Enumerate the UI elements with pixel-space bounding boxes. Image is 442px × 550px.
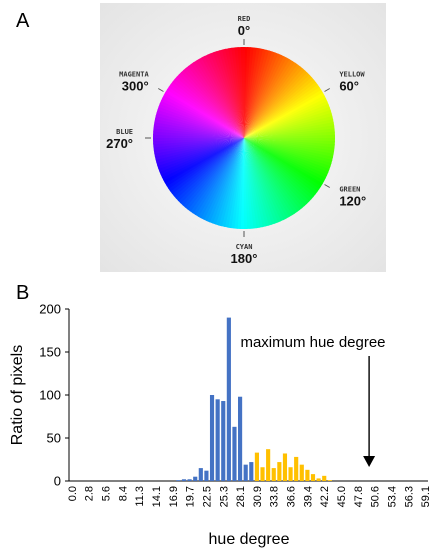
x-tick-label: 36.6 <box>286 486 298 507</box>
hue-marker-degree: 120° <box>339 194 366 209</box>
histogram-bar <box>316 478 321 481</box>
histogram-bar <box>282 453 288 481</box>
histogram-bar <box>249 462 254 481</box>
x-tick-label: 2.8 <box>84 486 96 501</box>
histogram-bar <box>271 468 276 481</box>
x-tick-label: 50.6 <box>370 486 382 507</box>
histogram-bar <box>215 399 220 481</box>
histogram-bar <box>327 480 332 481</box>
hue-marker-degree: 0° <box>238 23 250 38</box>
hue-marker-name: BLUE <box>116 128 133 136</box>
x-tick-label: 56.3 <box>403 486 415 507</box>
x-tick-label: 0.0 <box>67 486 79 501</box>
histogram-bar <box>193 476 198 481</box>
panel-label-b: B <box>16 282 30 304</box>
x-tick-label: 25.3 <box>218 486 230 507</box>
histogram-bar <box>305 469 310 481</box>
histogram-bar <box>221 401 226 481</box>
x-tick-label: 11.3 <box>134 486 146 507</box>
x-tick-label: 39.4 <box>302 486 314 507</box>
histogram-bar <box>294 456 299 481</box>
x-tick-label: 28.1 <box>235 486 247 507</box>
y-tick-label: 50 <box>47 431 61 446</box>
histogram-bar <box>322 475 327 481</box>
x-tick-label: 19.7 <box>185 486 197 507</box>
histogram-bar <box>260 467 265 481</box>
x-tick-label: 33.8 <box>269 486 281 507</box>
histogram-bar <box>176 480 181 481</box>
histogram-bar <box>288 467 293 481</box>
hue-marker-name: YELLOW <box>339 71 365 79</box>
panel-label-a: A <box>16 10 30 32</box>
y-tick-label: 100 <box>39 388 61 403</box>
histogram-bar <box>254 452 259 481</box>
histogram-bar <box>238 396 243 481</box>
histogram-bar <box>232 426 237 481</box>
y-tick-label: 200 <box>39 302 61 317</box>
histogram-bar <box>226 317 231 481</box>
histogram-bar <box>266 449 271 481</box>
histogram-bar <box>299 464 304 481</box>
x-tick-label: 45.0 <box>336 486 348 507</box>
x-axis-title: hue degree <box>209 531 290 548</box>
y-tick-label: 0 <box>54 474 61 489</box>
hue-marker-name: RED <box>238 15 251 23</box>
annotation-label: maximum hue degree <box>240 334 385 351</box>
hue-marker-degree: 270° <box>106 136 133 151</box>
hue-marker-tick <box>324 88 330 92</box>
histogram-bar <box>181 479 187 481</box>
x-tick-label: 22.5 <box>201 486 213 507</box>
x-tick-label: 16.9 <box>168 486 180 507</box>
x-tick-label: 30.9 <box>252 486 264 507</box>
x-tick-label: 59.1 <box>420 486 432 507</box>
x-tick-label: 42.2 <box>319 486 331 507</box>
annotation-arrow-head <box>363 456 376 467</box>
histogram-bar <box>277 462 282 481</box>
hue-marker-name: MAGENTA <box>119 71 149 79</box>
histogram-bar <box>204 470 209 481</box>
hue-marker-name: GREEN <box>339 186 360 194</box>
histogram-bar <box>198 468 203 481</box>
x-tick-label: 14.1 <box>151 486 163 507</box>
x-tick-label: 8.4 <box>117 486 129 501</box>
hue-marker-tick <box>324 184 330 188</box>
hue-marker-degree: 300° <box>122 79 149 94</box>
hue-marker-name: CYAN <box>236 243 253 251</box>
hue-marker-tick <box>158 88 164 92</box>
x-tick-label: 5.6 <box>100 486 112 501</box>
histogram-bar <box>209 395 215 481</box>
y-tick-label: 150 <box>39 345 61 360</box>
x-tick-label: 47.8 <box>353 486 365 507</box>
y-axis-title: Ratio of pixels <box>9 345 26 446</box>
histogram-bar <box>310 474 316 481</box>
histogram-bar <box>187 479 192 481</box>
hue-marker-degree: 60° <box>339 79 359 94</box>
x-tick-label: 53.4 <box>387 486 399 507</box>
histogram-bar <box>243 464 248 481</box>
hue-marker-degree: 180° <box>231 251 258 266</box>
